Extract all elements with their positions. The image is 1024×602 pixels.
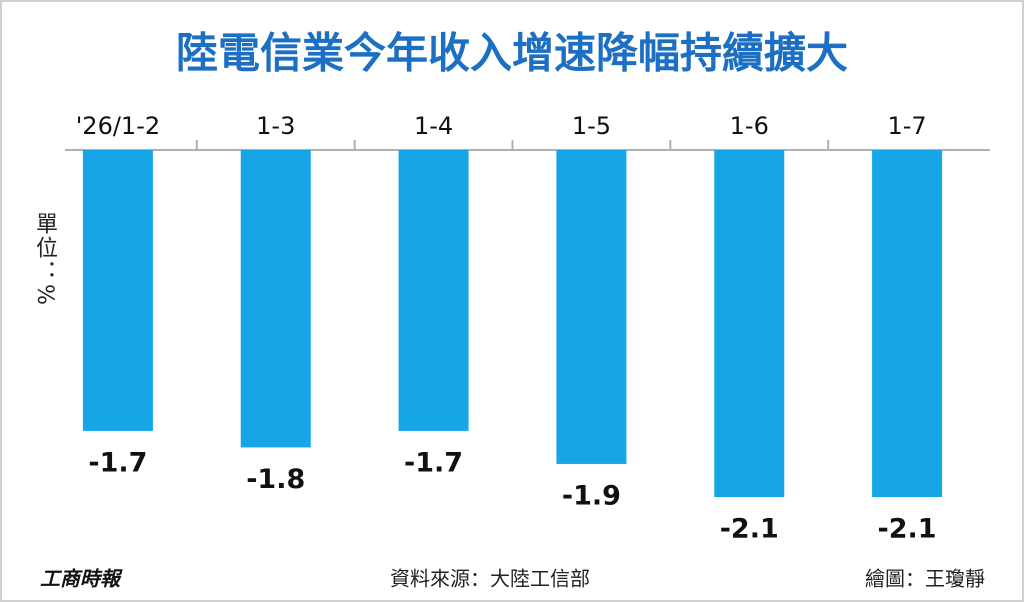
value-label: -1.9 [562,480,621,511]
value-label: -2.1 [720,514,779,545]
x-tick-label: 1-4 [414,112,453,140]
x-tick-label: '26/1-2 [76,112,160,140]
value-label: -1.7 [404,447,463,478]
logo: 工商時報 [40,567,123,591]
bar [240,150,311,448]
x-tick-label: 1-7 [887,112,926,140]
bar [556,150,627,464]
bar [714,150,785,497]
bar [398,150,469,431]
bar [82,150,153,431]
source: 資料來源：大陸工信部 [390,567,590,591]
value-label: -2.1 [878,514,937,545]
x-tick-label: 1-6 [730,112,769,140]
x-tick-label: 1-5 [572,112,611,140]
x-tick-label: 1-3 [256,112,295,140]
bar [872,150,943,497]
chart-title: 陸電信業今年收入增速降幅持續擴大 [176,29,848,78]
value-label: -1.8 [246,464,305,495]
value-label: -1.7 [88,447,147,478]
credit: 繪圖：王瓊靜 [865,567,985,591]
unit-label: 單位：% [32,212,57,307]
